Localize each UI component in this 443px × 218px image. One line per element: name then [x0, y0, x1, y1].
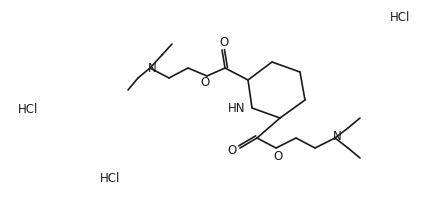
- Text: N: N: [148, 63, 156, 75]
- Text: HN: HN: [228, 102, 245, 116]
- Text: HCl: HCl: [18, 104, 39, 116]
- Text: O: O: [200, 77, 210, 90]
- Text: O: O: [227, 143, 237, 157]
- Text: HCl: HCl: [390, 12, 410, 24]
- Text: HCl: HCl: [100, 172, 120, 184]
- Text: N: N: [333, 131, 342, 143]
- Text: O: O: [219, 36, 229, 48]
- Text: O: O: [273, 150, 283, 162]
